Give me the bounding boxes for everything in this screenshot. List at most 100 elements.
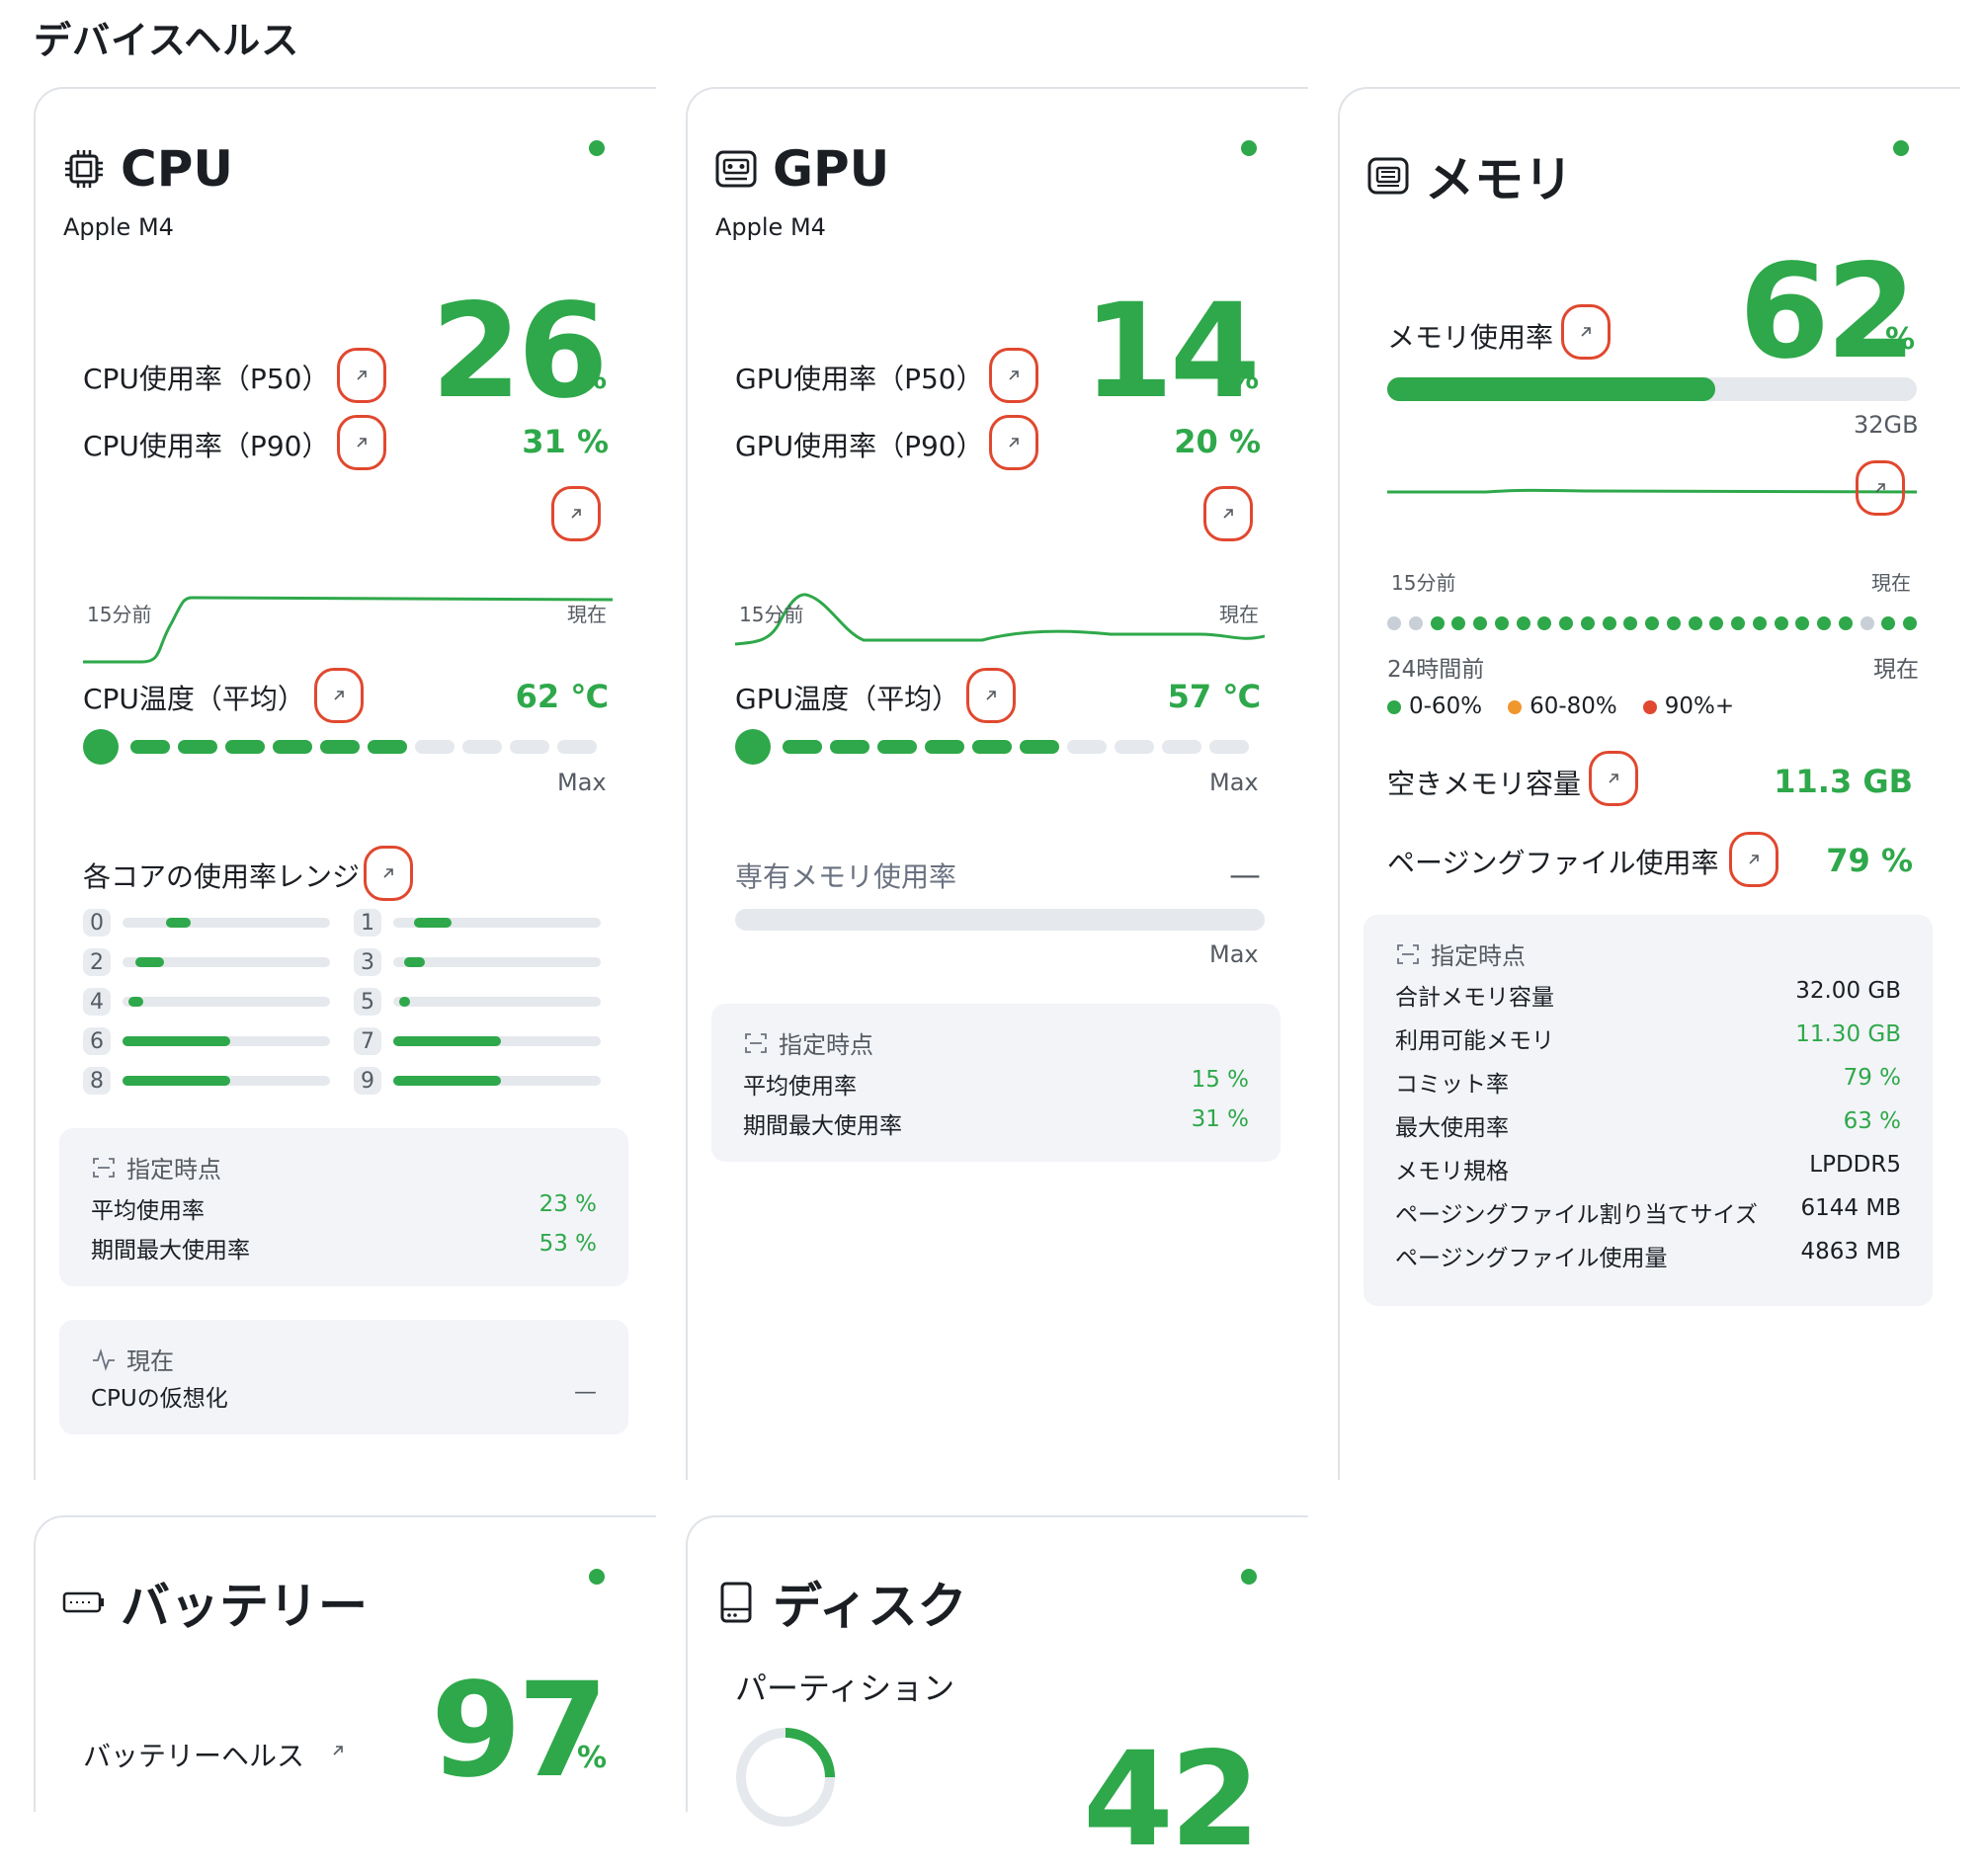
gpu-temp-gauge: [735, 729, 1249, 765]
gauge-segment: [1209, 740, 1249, 754]
cpu-p90-label: CPU使用率（P90）: [83, 430, 330, 462]
gpu-temp-open-button[interactable]: [966, 668, 1016, 723]
cpu-temp-open-button[interactable]: [314, 668, 364, 723]
core-range-fill: [399, 997, 410, 1007]
gpu-max-label: 期間最大使用率: [743, 1113, 902, 1139]
cpu-usage-sparkline: [83, 596, 613, 664]
gpu-p90-value: 20 %: [1174, 423, 1261, 460]
gauge-segment: [877, 740, 917, 754]
history-dot: [1516, 616, 1530, 630]
gpu-usage-unit: %: [1229, 362, 1260, 396]
memory-info-value: 4863 MB: [1800, 1239, 1901, 1264]
gpu-chart-open-button[interactable]: [1203, 486, 1253, 541]
memory-usage-bar: [1387, 377, 1917, 401]
cpu-usage-value: 26: [431, 276, 609, 428]
pulse-icon: [93, 1347, 115, 1371]
memory-info-value: 32.00 GB: [1795, 978, 1901, 1004]
memory-info-label: 利用可能メモリ: [1395, 1028, 1554, 1054]
gauge-segment: [1020, 740, 1059, 754]
memory-paging-value: 79 %: [1826, 842, 1913, 879]
core-range-track: [393, 918, 601, 928]
core-range-track: [123, 997, 330, 1007]
disk-status-dot: [1241, 1569, 1257, 1585]
cpu-temp-gauge: [83, 729, 597, 765]
external-link-icon: [354, 367, 370, 383]
battery-title-text: バッテリー: [121, 1578, 368, 1635]
gpu-max-value: 31 %: [1191, 1106, 1249, 1132]
external-link-icon[interactable]: [330, 1743, 346, 1758]
core-index: 0: [83, 909, 111, 937]
memory-info-label: 最大使用率: [1395, 1115, 1509, 1141]
cpu-p90-value: 31 %: [522, 423, 609, 460]
disk-card: ディスク パーティション 42: [686, 1515, 1308, 1865]
core-index: 5: [354, 988, 381, 1016]
cpu-max-label: 期間最大使用率: [91, 1238, 250, 1264]
memory-free-label: 空きメモリ容量: [1387, 768, 1582, 800]
memory-usage-value: 62: [1739, 236, 1917, 388]
core-range-track: [123, 918, 330, 928]
memory-usage-open-button[interactable]: [1561, 304, 1611, 360]
external-link-icon: [380, 865, 396, 881]
gauge-segment: [972, 740, 1012, 754]
gpu-avg-value: 15 %: [1191, 1067, 1249, 1093]
history-dot: [1731, 616, 1745, 630]
gpu-temp-value: 57 ℃: [1167, 678, 1261, 715]
cpu-usage-unit: %: [577, 362, 608, 396]
scan-icon: [743, 1030, 769, 1056]
gpu-snapshot-label: 指定時点: [779, 1031, 873, 1059]
legend-dot: [1642, 699, 1657, 714]
cpu-snapshot-label: 指定時点: [126, 1156, 221, 1183]
cpu-current-header: 現在: [91, 1342, 174, 1376]
history-dot: [1817, 616, 1831, 630]
legend-label: 60-80%: [1529, 693, 1617, 719]
history-dot: [1666, 616, 1681, 630]
history-dot: [1903, 616, 1917, 630]
gpu-title-text: GPU: [773, 140, 890, 198]
history-dot: [1430, 616, 1445, 630]
page-title: デバイスヘルス: [34, 19, 300, 62]
cpu-cores-open-button[interactable]: [364, 846, 413, 901]
battery-card: バッテリー バッテリーヘルス 97 %: [34, 1515, 656, 1812]
history-dot: [1709, 616, 1724, 630]
legend-dot: [1508, 699, 1523, 714]
core-range-fill: [414, 918, 452, 928]
memory-history-end: 現在: [1873, 657, 1919, 683]
scan-icon: [91, 1155, 117, 1181]
gpu-p90-open-button[interactable]: [989, 415, 1038, 470]
gpu-avg-label: 平均使用率: [743, 1074, 857, 1100]
memory-usage-label: メモリ使用率: [1387, 321, 1554, 354]
cpu-snapshot-header: 指定時点: [91, 1150, 221, 1184]
gauge-segment: [273, 740, 312, 754]
memory-info-value: 11.30 GB: [1795, 1021, 1901, 1047]
cpu-chart-open-button[interactable]: [551, 486, 601, 541]
memory-chart-end: 現在: [1871, 571, 1911, 595]
gpu-vram-label: 専有メモリ使用率: [735, 860, 957, 893]
gpu-vram-bar: [735, 909, 1265, 931]
history-dot: [1774, 616, 1788, 630]
core-range-track: [123, 1036, 330, 1046]
external-link-icon: [331, 688, 347, 703]
hard-drive-icon: [720, 1582, 752, 1623]
gpu-p50-label: GPU使用率（P50）: [735, 363, 984, 395]
cpu-model: Apple M4: [63, 213, 174, 241]
gpu-title: GPU: [713, 140, 889, 198]
memory-snapshot-box: 指定時点 合計メモリ容量 32.00 GB 利用可能メモリ 11.30 GB コミット率…: [1364, 915, 1933, 1306]
gpu-usage-sparkline: [735, 593, 1265, 646]
memory-chart-open-button[interactable]: [1856, 460, 1905, 516]
memory-24h-history: [1387, 616, 1917, 630]
history-dot: [1752, 616, 1767, 630]
cpu-p50-open-button[interactable]: [337, 348, 386, 403]
gpu-p50-open-button[interactable]: [989, 348, 1038, 403]
cpu-p90-open-button[interactable]: [337, 415, 386, 470]
memory-free-open-button[interactable]: [1589, 751, 1638, 806]
history-dot: [1645, 616, 1659, 630]
gauge-segment: [510, 740, 549, 754]
core-range-fill: [123, 1076, 231, 1086]
memory-paging-open-button[interactable]: [1729, 832, 1778, 887]
memory-total-short: 32GB: [1854, 411, 1919, 439]
gpu-chart-end: 現在: [1219, 603, 1259, 626]
cpu-current-label: 現在: [126, 1347, 174, 1375]
memory-paging-label: ページングファイル使用率: [1387, 847, 1719, 879]
history-dot: [1494, 616, 1509, 630]
memory-info-label: 合計メモリ容量: [1395, 985, 1554, 1011]
